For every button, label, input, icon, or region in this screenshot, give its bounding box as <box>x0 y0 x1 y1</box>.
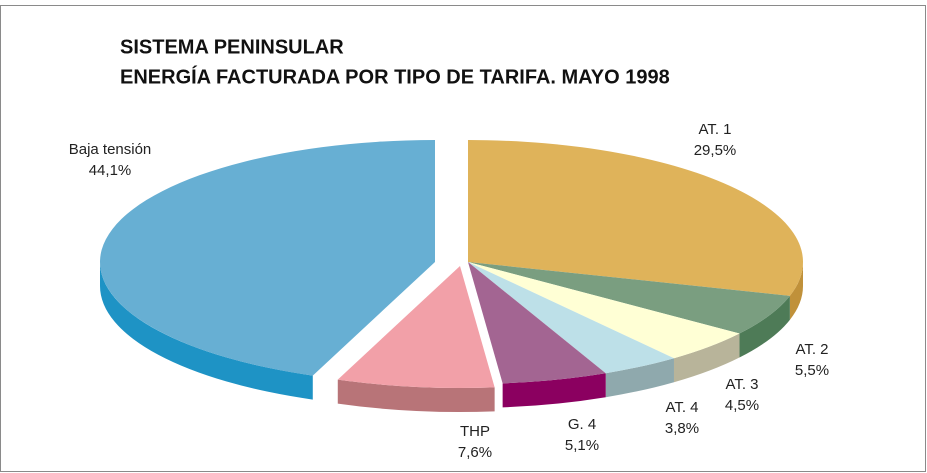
chart-subtitle: ENERGÍA FACTURADA POR TIPO DE TARIFA. MA… <box>120 65 670 88</box>
value-label: 29,5% <box>694 142 737 159</box>
value-label: 5,5% <box>795 362 829 379</box>
slice-label: Baja tensión <box>69 141 152 158</box>
slice <box>468 140 804 296</box>
slice-side <box>739 295 790 358</box>
slice <box>99 140 435 376</box>
value-label: 3,8% <box>665 420 699 437</box>
chart-title: SISTEMA PENINSULAR <box>120 36 344 58</box>
value-label: 4,5% <box>725 397 759 414</box>
value-label: 5,1% <box>565 437 599 454</box>
slice-side <box>100 262 313 400</box>
slice-side <box>605 358 674 398</box>
slice-side <box>673 333 740 383</box>
slice <box>337 266 495 388</box>
slice-label: G. 4 <box>568 416 596 433</box>
slice <box>468 262 674 374</box>
slice-label: AT. 3 <box>725 376 758 393</box>
slice-label: AT. 4 <box>665 399 698 416</box>
slice-label: AT. 2 <box>795 341 828 358</box>
slice-side <box>337 379 495 412</box>
slice <box>468 262 790 334</box>
slice <box>468 262 606 384</box>
value-label: 44,1% <box>89 162 132 179</box>
value-label: 7,6% <box>458 444 492 461</box>
slice-side <box>502 373 606 408</box>
slice <box>468 262 740 359</box>
slice-label: THP <box>460 423 490 440</box>
slice-side <box>789 262 803 320</box>
slice-label: AT. 1 <box>698 121 731 138</box>
